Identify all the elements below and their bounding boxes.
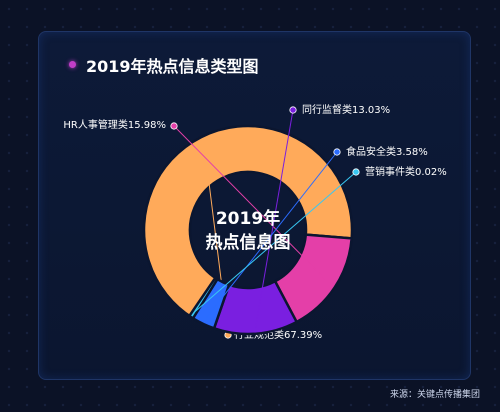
label-dot [289, 106, 297, 114]
slice-label: 食品安全类3.58% [346, 145, 428, 158]
slice-label: 营销事件类0.02% [365, 165, 447, 178]
slice-label: HR人事管理类15.98% [63, 118, 166, 131]
label-dot [352, 168, 360, 176]
chart-title: 2019年热点信息类型图 [86, 57, 259, 76]
center-label: 热点信息图 [206, 232, 291, 253]
label-dot [333, 148, 341, 156]
pie-slice [142, 124, 354, 320]
pie-slice [187, 276, 220, 320]
slice-label: 同行监督类13.03% [302, 103, 390, 116]
leader-line [255, 109, 294, 328]
source-note: 来源：关键点传播集团 [389, 390, 480, 400]
leader-line [194, 171, 357, 313]
leader-line [205, 151, 338, 319]
label-dot [170, 122, 178, 130]
center-label: 2019年 [216, 208, 280, 229]
leader-line [173, 125, 331, 285]
title-bullet-icon [69, 61, 76, 68]
